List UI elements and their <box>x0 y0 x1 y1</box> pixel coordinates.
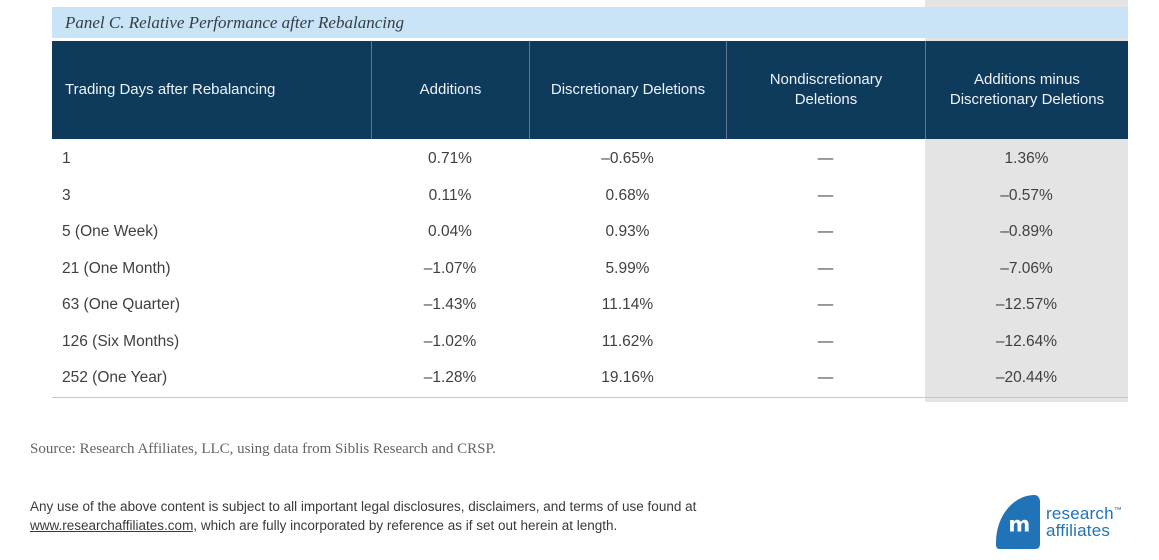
table-cell: — <box>817 186 834 204</box>
logo-wordmark: research™ affiliates <box>1046 503 1122 540</box>
column-header: Additions minus Discretionary Deletions <box>925 41 1128 139</box>
table-cell: 1 <box>62 150 71 168</box>
table-row: 1 0.71% –0.65% — 1.36% <box>52 141 1128 178</box>
trademark-symbol: ™ <box>1113 504 1122 514</box>
table-cell: 0.04% <box>428 223 472 241</box>
column-header: Additions <box>371 41 529 139</box>
legal-disclaimer: Any use of the above content is subject … <box>30 497 800 535</box>
table-cell: 0.11% <box>428 186 472 204</box>
table-cell: 252 (One Year) <box>62 369 168 387</box>
table-cell: 63 (One Quarter) <box>62 296 181 314</box>
table-cell: –1.28% <box>423 369 477 387</box>
disclaimer-text-line1: Any use of the above content is subject … <box>30 499 697 514</box>
table-cell: 1.36% <box>1004 150 1049 168</box>
table-bottom-rule <box>52 397 1128 398</box>
researchaffiliates-link[interactable]: www.researchaffiliates.com, <box>30 518 198 533</box>
table-cell: 3 <box>62 186 71 204</box>
table-cell: 126 (Six Months) <box>62 332 180 350</box>
table-cell: — <box>817 369 834 387</box>
table-body: 1 0.71% –0.65% — 1.36% 3 0.11% 0.68% — –0.57% 5 (O… <box>52 141 1128 397</box>
table-cell: –7.06% <box>1000 259 1053 277</box>
panel-title: Panel C. Relative Performance after Reba… <box>65 12 404 32</box>
table-cell: 5.99% <box>605 259 650 277</box>
disclaimer-text-line2: which are fully incorporated by referenc… <box>197 518 618 533</box>
table-cell: 0.93% <box>605 223 650 241</box>
table-header-row: Trading Days after Rebalancing Additions D… <box>52 41 1128 139</box>
logo-word-research: research <box>1046 503 1114 523</box>
table-cell: 19.16% <box>601 369 654 387</box>
table-row: 126 (Six Months) –1.02% 11.62% — –12.64% <box>52 324 1128 361</box>
table-row: 5 (One Week) 0.04% 0.93% — –0.89% <box>52 214 1128 251</box>
source-note: Source: Research Affiliates, LLC, using … <box>30 441 496 457</box>
table-cell: –0.89% <box>1000 223 1053 241</box>
logo-word-affiliates: affiliates <box>1046 521 1111 540</box>
table-cell: –1.07% <box>423 259 477 277</box>
table-cell: — <box>817 223 834 241</box>
table-row: 3 0.11% 0.68% — –0.57% <box>52 178 1128 215</box>
ra-logo-badge: m <box>996 495 1040 549</box>
table-cell: –20.44% <box>995 369 1058 387</box>
table-row: 63 (One Quarter) –1.43% 11.14% — –12.57% <box>52 287 1128 324</box>
table-cell: –12.64% <box>995 332 1058 350</box>
research-affiliates-logo: m research™ affiliates <box>996 495 1122 549</box>
table-cell: 0.68% <box>605 186 650 204</box>
table-cell: 21 (One Month) <box>62 259 171 277</box>
table-row: 21 (One Month) –1.07% 5.99% — –7.06% <box>52 251 1128 288</box>
ra-monogram: m <box>1008 512 1031 537</box>
table-cell: 0.71% <box>428 150 472 168</box>
table-cell: — <box>817 259 834 277</box>
table-cell: –0.65% <box>601 150 654 168</box>
table-cell: — <box>817 150 834 168</box>
column-header: Discretionary Deletions <box>529 41 726 139</box>
table-cell: –1.43% <box>423 296 477 314</box>
table-row: 252 (One Year) –1.28% 19.16% — –20.44% <box>52 360 1128 397</box>
table-cell: — <box>817 332 834 350</box>
table-cell: –12.57% <box>995 296 1058 314</box>
panel-title-bar: Panel C. Relative Performance after Reba… <box>52 7 1128 38</box>
table-cell: — <box>817 296 834 314</box>
column-header: Nondiscretionary Deletions <box>726 41 925 139</box>
table-cell: –1.02% <box>423 332 477 350</box>
table-cell: –0.57% <box>1000 186 1053 204</box>
table-cell: 11.62% <box>601 332 654 350</box>
table-cell: 5 (One Week) <box>62 223 159 241</box>
table-cell: 11.14% <box>601 296 654 314</box>
column-header: Trading Days after Rebalancing <box>65 80 276 98</box>
